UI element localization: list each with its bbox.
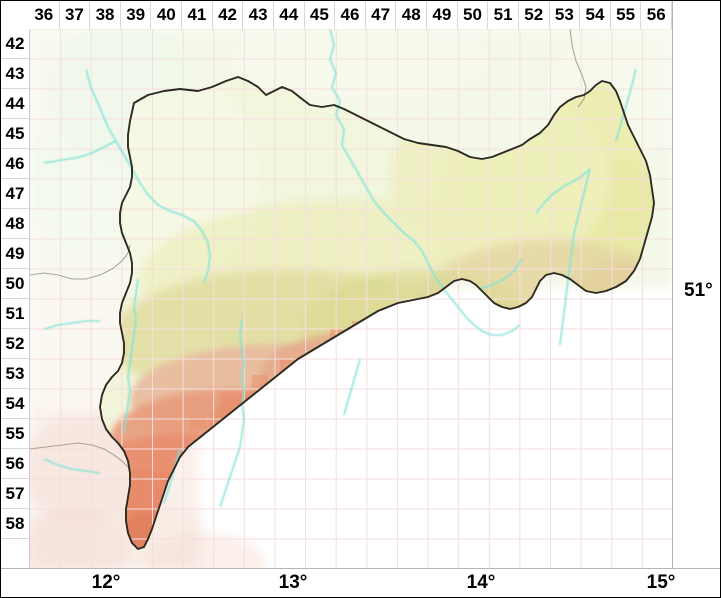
column-header-41: 41	[182, 1, 213, 29]
column-header-48: 48	[396, 1, 428, 29]
column-header-56: 56	[641, 1, 672, 29]
column-header-44: 44	[274, 1, 305, 29]
column-header-43: 43	[243, 1, 274, 29]
longitude-label-13: 13°	[278, 572, 308, 593]
grid-lines	[30, 29, 673, 568]
row-header-46: 46	[1, 149, 29, 179]
column-header-46: 46	[335, 1, 366, 29]
column-header-45: 45	[305, 1, 336, 29]
map-canvas[interactable]	[29, 29, 673, 568]
column-header-row: 36 37 38 39 40 41 42 43 44 45 46 47 48 49 50 51 52 53 54 55…	[1, 1, 720, 29]
row-header-57: 57	[1, 479, 29, 509]
row-header-51: 51	[1, 299, 29, 329]
column-header-51: 51	[488, 1, 519, 29]
column-header-49: 49	[427, 1, 458, 29]
row-header-42: 42	[1, 29, 29, 59]
neighbour-borders	[30, 29, 587, 468]
row-header-column: 42 43 44 45 46 47 48 49 50 51 52 53 54 55 56 57 58	[1, 29, 29, 568]
longitude-label-12: 12°	[91, 572, 121, 593]
row-header-49: 49	[1, 239, 29, 269]
row-header-53: 53	[1, 359, 29, 389]
row-header-45: 45	[1, 119, 29, 149]
column-header-50: 50	[458, 1, 489, 29]
row-header-43: 43	[1, 59, 29, 89]
column-header-47: 47	[366, 1, 397, 29]
row-header-44: 44	[1, 89, 29, 119]
map-graphic	[30, 29, 673, 568]
row-header-47: 47	[1, 179, 29, 209]
saxony-border	[99, 76, 655, 550]
column-header-54: 54	[580, 1, 611, 29]
right-gutter	[672, 1, 720, 568]
row-header-55: 55	[1, 419, 29, 449]
longitude-label-14: 14°	[466, 572, 496, 593]
column-header-37: 37	[60, 1, 91, 29]
row-header-48: 48	[1, 209, 29, 239]
longitude-label-15: 15°	[646, 572, 676, 593]
column-header-40: 40	[151, 1, 183, 29]
latitude-label-51: 51°	[684, 280, 713, 301]
column-header-39: 39	[121, 1, 152, 29]
rivers	[43, 29, 637, 508]
column-header-42: 42	[213, 1, 244, 29]
row-header-56: 56	[1, 449, 29, 479]
column-header-36: 36	[29, 1, 60, 29]
column-header-53: 53	[550, 1, 581, 29]
column-header-55: 55	[611, 1, 642, 29]
row-header-58: 58	[1, 509, 29, 539]
bottom-gutter	[1, 568, 720, 597]
column-header-38: 38	[90, 1, 121, 29]
row-header-54: 54	[1, 389, 29, 419]
row-header-52: 52	[1, 329, 29, 359]
column-header-52: 52	[519, 1, 550, 29]
row-header-50: 50	[1, 269, 29, 299]
